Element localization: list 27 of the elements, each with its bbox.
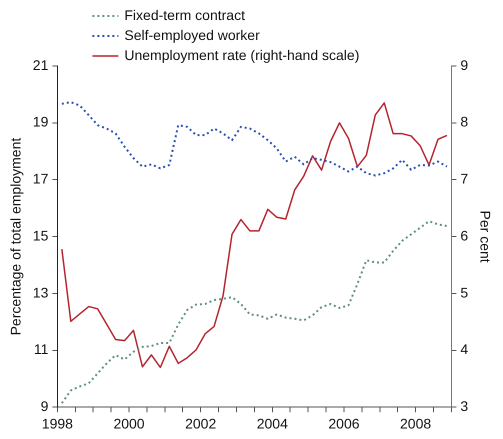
y2-tick-label: 7 — [460, 170, 468, 187]
x-tick-label: 1998 — [42, 415, 74, 432]
x-tick-label: 2004 — [256, 415, 288, 432]
y-axis-title: Percentage of total employment — [7, 138, 24, 336]
line-series — [60, 101, 448, 176]
y-tick-label: 13 — [32, 284, 49, 300]
y2-tick-label: 9 — [460, 56, 468, 73]
x-tick-label: 2002 — [185, 415, 216, 432]
y2-tick-label: 6 — [460, 227, 468, 244]
legend-label: Self-employed worker — [124, 26, 260, 43]
y-tick-label: 9 — [40, 398, 49, 414]
y2-tick-label: 8 — [460, 114, 468, 130]
y-tick-label: 15 — [32, 227, 49, 244]
y2-tick-label: 5 — [460, 284, 468, 300]
y-tick-label: 11 — [34, 341, 49, 358]
y-tick-label: 19 — [32, 114, 49, 130]
x-tick-label: 2008 — [400, 415, 432, 432]
y2-tick-label: 4 — [460, 341, 468, 358]
y-tick-label: 17 — [32, 170, 49, 187]
x-tick-label: 2000 — [113, 415, 145, 432]
line-series — [60, 220, 448, 404]
y-tick-label: 21 — [32, 56, 49, 73]
y2-tick-label: 3 — [460, 398, 468, 414]
legend-label: Fixed-term contract — [124, 6, 246, 23]
legend-label: Unemployment rate (right-hand scale) — [124, 46, 360, 63]
y2-axis-title: Per cent — [478, 210, 494, 263]
x-tick-label: 2006 — [328, 415, 360, 432]
